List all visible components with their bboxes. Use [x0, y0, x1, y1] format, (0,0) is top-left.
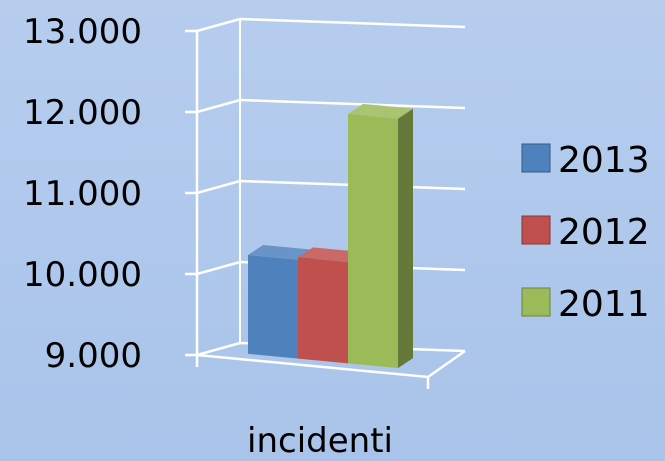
bar-2011	[348, 103, 413, 369]
legend-swatch	[521, 215, 551, 245]
chart-floor	[195, 349, 466, 389]
legend-item-2011: 2011	[521, 284, 650, 325]
legend-item-2013: 2013	[521, 140, 650, 181]
legend-swatch	[521, 287, 551, 317]
bar-front	[298, 257, 348, 364]
legend-swatch	[521, 143, 551, 173]
legend-item-2012: 2012	[521, 212, 650, 253]
legend-label: 2012	[558, 212, 650, 253]
y-tick-label: 12.000	[23, 93, 142, 133]
bar-front	[248, 255, 298, 359]
gridline	[185, 98, 466, 114]
y-tick-label: 13.000	[23, 12, 142, 52]
legend-label: 2011	[558, 284, 650, 325]
y-tick-label: 10.000	[23, 255, 142, 295]
bar-front	[348, 113, 398, 369]
bars	[248, 103, 413, 369]
legend: 2013 2012 2011	[521, 140, 650, 325]
gridline	[185, 179, 466, 195]
y-tick-label: 9.000	[45, 336, 142, 376]
legend-label: 2013	[558, 140, 650, 181]
floor-edge	[195, 349, 466, 389]
x-axis-category: incidenti	[247, 421, 393, 461]
bar-top	[298, 247, 363, 263]
bar-top	[348, 103, 413, 119]
bar-top	[248, 245, 313, 260]
y-axis-ticks: 9.000 10.000 11.000 12.000 13.000	[23, 12, 142, 376]
gridlines	[185, 17, 466, 357]
y-tick-label: 11.000	[23, 174, 142, 214]
gridline	[185, 17, 466, 33]
bar-side	[398, 108, 413, 369]
x-category-label: incidenti	[247, 421, 393, 461]
